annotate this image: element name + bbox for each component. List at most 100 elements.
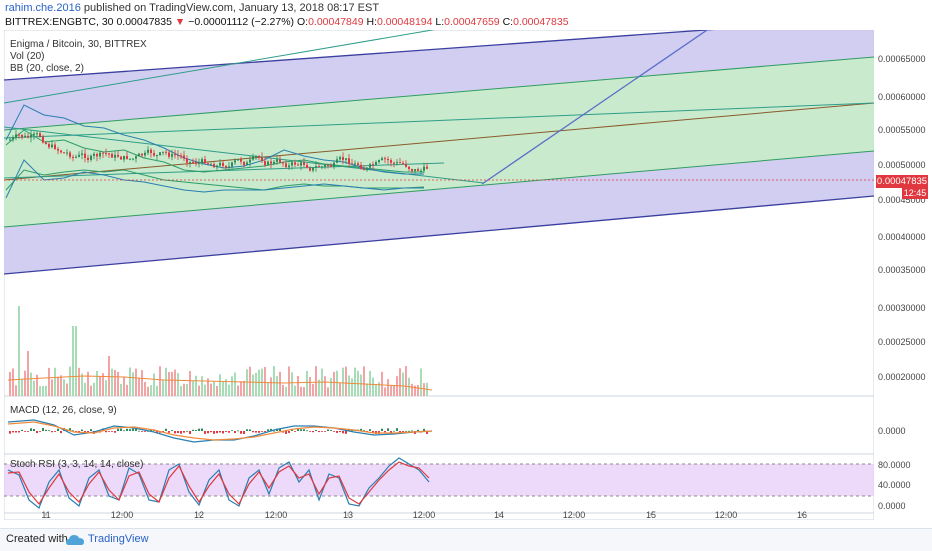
candle-body — [183, 155, 185, 159]
macd-histogram-bar — [411, 430, 413, 432]
volume-bar — [9, 371, 11, 396]
volume-bar — [348, 375, 350, 396]
macd-histogram-bar — [123, 430, 125, 432]
chart-canvas[interactable]: 11 12:00 12 12:00 13 12:00 14 12:00 15 12:00 16 — [4, 30, 874, 520]
macd-legend[interactable]: MACD (12, 26, close, 9) — [10, 405, 117, 416]
macd-histogram-bar — [168, 431, 170, 433]
author-link[interactable]: rahim.che.2016 — [5, 2, 81, 14]
macd-histogram-bar — [318, 431, 320, 433]
candle-body — [207, 163, 209, 165]
candle-body — [405, 163, 407, 167]
volume-bar — [129, 367, 131, 396]
macd-histogram-bar — [330, 430, 332, 431]
tradingview-link[interactable]: TradingView — [88, 533, 149, 545]
macd-histogram-bar — [333, 431, 335, 432]
macd-histogram-bar — [144, 431, 146, 432]
candle-body — [348, 158, 350, 164]
macd-histogram-bar — [390, 431, 392, 434]
volume-bar — [387, 379, 389, 396]
candle-body — [339, 157, 341, 160]
macd-histogram-bar — [36, 431, 38, 434]
open-label: O: — [296, 16, 309, 28]
macd-histogram-bar — [207, 431, 209, 434]
candle-body — [69, 152, 71, 157]
macd-histogram-bar — [135, 428, 137, 431]
volume-bar — [276, 376, 278, 396]
volume-bar — [63, 379, 65, 396]
volume-bar — [285, 386, 287, 396]
time-axis[interactable]: 11 12:00 12 12:00 13 12:00 14 12:00 15 12:00 16 — [41, 510, 807, 520]
macd-histogram-bar — [201, 428, 203, 431]
candle-body — [93, 153, 95, 156]
macd-histogram-bar — [324, 431, 326, 432]
stoch-legend[interactable]: Stoch RSI (3, 3, 14, 14, close) — [10, 459, 144, 470]
candle-body — [357, 163, 359, 166]
footer: Created with TradingView — [0, 528, 932, 551]
volume-bar — [15, 385, 17, 396]
macd-histogram-bar — [57, 428, 59, 431]
volume-bar — [93, 382, 95, 396]
price-tick-label: 0.00025000 — [878, 337, 926, 347]
candle-body — [390, 160, 392, 163]
macd-histogram-bar — [198, 428, 200, 431]
created-with-label: Created with — [6, 533, 68, 545]
candle-body — [30, 135, 32, 138]
candle-body — [51, 144, 53, 148]
macd-histogram-bar — [114, 431, 116, 433]
volume-bar — [150, 385, 152, 396]
candle-body — [111, 153, 113, 158]
macd-histogram-bar — [426, 431, 428, 434]
down-arrow-icon: ▼ — [174, 16, 186, 28]
volume-bar — [273, 366, 275, 396]
volume-bar — [117, 371, 119, 396]
macd-histogram-bar — [186, 430, 188, 432]
candle-body — [393, 162, 395, 164]
volume-bar — [165, 367, 167, 396]
stoch-band — [4, 464, 874, 496]
macd-histogram-bar — [252, 431, 254, 433]
volume-bar — [198, 385, 200, 396]
candle-body — [99, 152, 101, 157]
volume-bar — [171, 371, 173, 396]
volume-ma-line — [7, 375, 433, 391]
candle-body — [426, 166, 428, 169]
candle-body — [204, 159, 206, 164]
volume-bar — [354, 367, 356, 396]
volume-bar — [372, 377, 374, 396]
candle-body — [396, 162, 398, 164]
candle-body — [147, 149, 149, 153]
macd-histogram-bar — [285, 431, 287, 434]
volume-bar — [69, 366, 71, 396]
candle-body — [372, 164, 374, 166]
volume-legend[interactable]: Vol (20) — [10, 51, 45, 62]
volume-bar — [381, 371, 383, 396]
candle-body — [141, 153, 143, 156]
volume-bar — [243, 380, 245, 396]
volume-bar — [225, 379, 227, 396]
volume-bar — [201, 376, 203, 396]
volume-bar — [288, 366, 290, 396]
candle-body — [159, 152, 161, 156]
price-tick-label: 0.00050000 — [878, 160, 926, 170]
candle-body — [369, 164, 371, 168]
macd-histogram-bar — [87, 431, 89, 433]
volume-bar — [327, 387, 329, 396]
macd-histogram-bar — [12, 431, 14, 433]
candle-body — [72, 156, 74, 158]
candle-body — [381, 158, 383, 161]
macd-histogram-bar — [129, 429, 131, 431]
volume-bar — [60, 375, 62, 396]
bollinger-legend[interactable]: BB (20, close, 2) — [10, 63, 84, 74]
volume-bar — [78, 367, 80, 396]
volume-bar — [54, 367, 56, 396]
candle-body — [168, 152, 170, 157]
candle-body — [312, 167, 314, 171]
macd-histogram-bar — [309, 431, 311, 432]
candle-body — [279, 159, 281, 163]
candle-body — [210, 164, 212, 166]
candle-body — [402, 162, 404, 164]
price-axis[interactable]: 0.00065000 0.00060000 0.00055000 0.00050000… — [874, 30, 932, 528]
candle-body — [189, 161, 191, 163]
candle-body — [291, 162, 293, 166]
stoch-pane — [4, 457, 874, 509]
